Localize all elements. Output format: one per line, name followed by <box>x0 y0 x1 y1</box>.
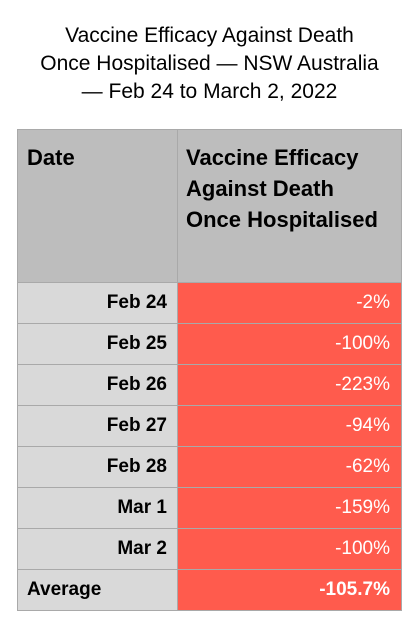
date-cell: Feb 27 <box>17 405 178 447</box>
column-header-date: Date <box>17 129 178 283</box>
average-value: -105.7% <box>177 569 402 611</box>
table-row: Mar 1 -159% <box>17 487 402 529</box>
table-header-row: Date Vaccine Efficacy Against Death Once… <box>17 129 402 283</box>
table-body: Feb 24 -2% Feb 25 -100% Feb 26 -223% Feb 27 -94… <box>17 282 402 570</box>
efficacy-value-cell: -100% <box>177 323 402 365</box>
table-row: Feb 24 -2% <box>17 282 402 324</box>
average-row: Average -105.7% <box>17 569 402 611</box>
efficacy-value-cell: -223% <box>177 364 402 406</box>
chart-title-line-2: Once Hospitalised — NSW Australia <box>40 52 379 75</box>
table-row: Feb 28 -62% <box>17 446 402 488</box>
average-label: Average <box>17 569 178 611</box>
chart-title: Vaccine Efficacy Against Death Once Hosp… <box>0 22 419 106</box>
efficacy-value-cell: -100% <box>177 528 402 570</box>
efficacy-table: Date Vaccine Efficacy Against Death Once… <box>17 129 402 611</box>
date-cell: Feb 24 <box>17 282 178 324</box>
table-row: Feb 26 -223% <box>17 364 402 406</box>
date-cell: Feb 28 <box>17 446 178 488</box>
date-cell: Mar 2 <box>17 528 178 570</box>
efficacy-value-cell: -2% <box>177 282 402 324</box>
chart-title-line-3: — Feb 24 to March 2, 2022 <box>81 80 338 103</box>
efficacy-value-cell: -159% <box>177 487 402 529</box>
efficacy-value-cell: -62% <box>177 446 402 488</box>
table-row: Mar 2 -100% <box>17 528 402 570</box>
chart-title-line-1: Vaccine Efficacy Against Death <box>65 24 354 47</box>
column-header-efficacy: Vaccine Efficacy Against Death Once Hosp… <box>177 129 402 283</box>
efficacy-value-cell: -94% <box>177 405 402 447</box>
date-cell: Mar 1 <box>17 487 178 529</box>
date-cell: Feb 26 <box>17 364 178 406</box>
date-cell: Feb 25 <box>17 323 178 365</box>
table-row: Feb 27 -94% <box>17 405 402 447</box>
table-row: Feb 25 -100% <box>17 323 402 365</box>
